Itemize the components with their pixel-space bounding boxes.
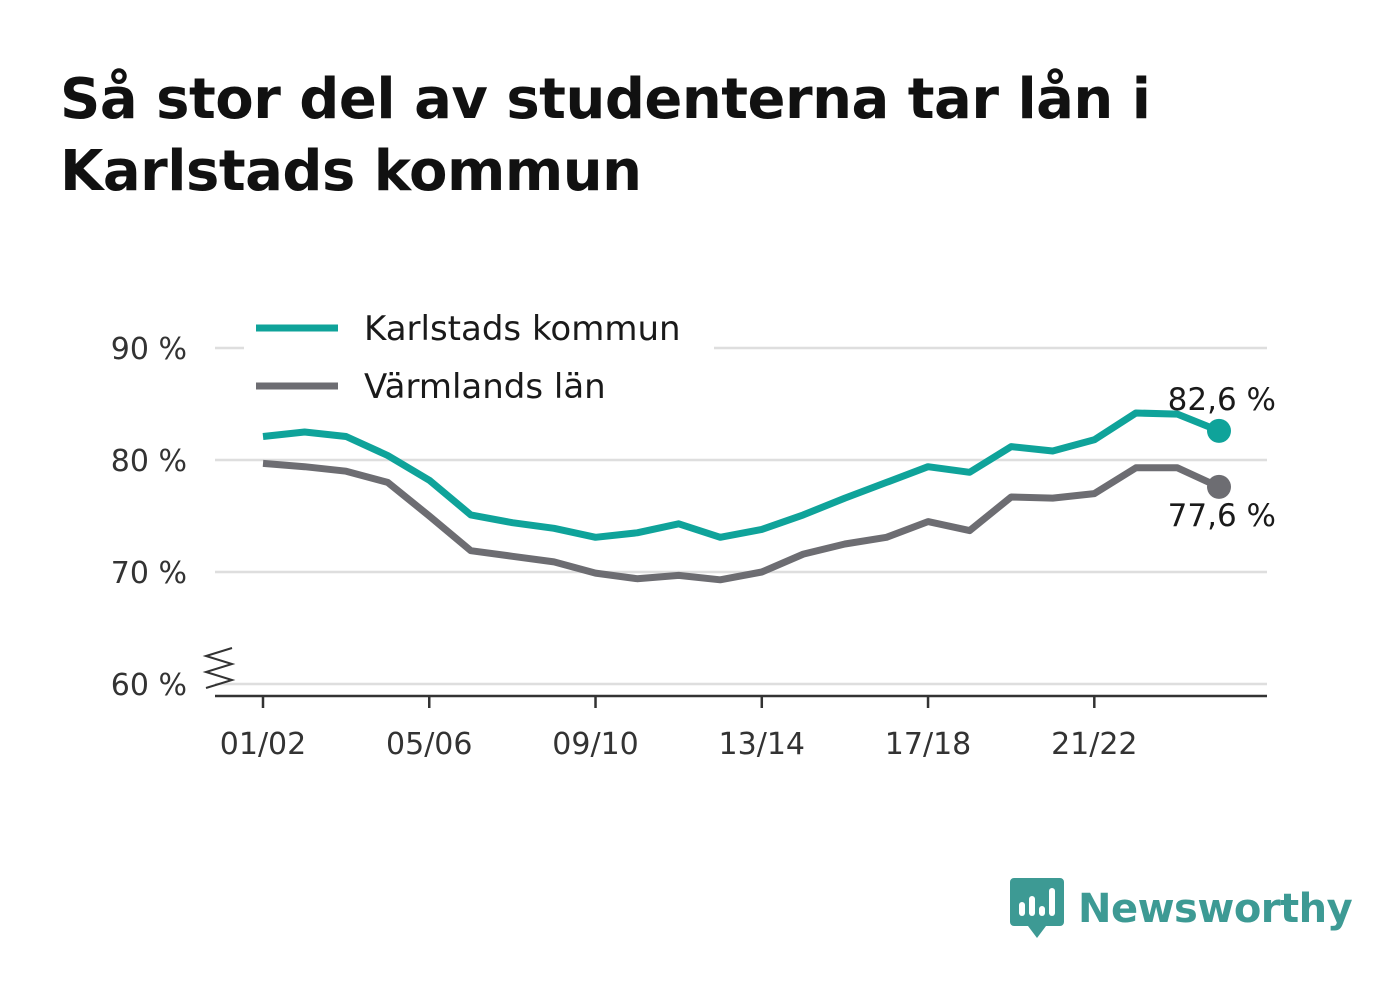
end-value-label: 82,6 % [1168, 382, 1276, 418]
legend-label: Värmlands län [364, 367, 606, 407]
x-tick-label: 21/22 [1051, 727, 1137, 762]
legend-background [244, 305, 714, 415]
y-tick-label: 90 % [111, 332, 187, 367]
x-tick-label: 09/10 [552, 727, 638, 762]
x-tick-label: 17/18 [885, 727, 971, 762]
y-tick-label: 60 % [111, 668, 187, 703]
series-end-point [1207, 418, 1231, 443]
end-labels: 82,6 % 77,6 % [1168, 382, 1276, 534]
x-tick-label: 13/14 [719, 727, 805, 762]
chart-title: Så stor del av studenterna tar lån i Kar… [60, 67, 1151, 204]
end-value-label: 77,6 % [1168, 498, 1276, 534]
legend-label: Karlstads kommun [364, 309, 681, 349]
y-tick-label: 70 % [111, 556, 187, 591]
y-tick-label: 80 % [111, 444, 187, 479]
newsworthy-logo: Newsworthy [1010, 878, 1353, 940]
brand-name: Newsworthy [1078, 886, 1353, 932]
series-line [262, 459, 1221, 584]
axes: 60 % 70 % 80 % 90 % 01/02 05/06 09/10 13/14 17/1… [111, 332, 1267, 762]
x-tick-label: 01/02 [220, 727, 306, 762]
series-line [262, 409, 1221, 541]
series-end-point [1207, 474, 1231, 499]
newsworthy-logo-icon [1010, 878, 1064, 938]
series-layer [262, 409, 1231, 584]
x-tick-label: 05/06 [386, 727, 472, 762]
axis-break-icon [202, 647, 236, 689]
legend: Karlstads kommun Värmlands län [244, 305, 714, 415]
